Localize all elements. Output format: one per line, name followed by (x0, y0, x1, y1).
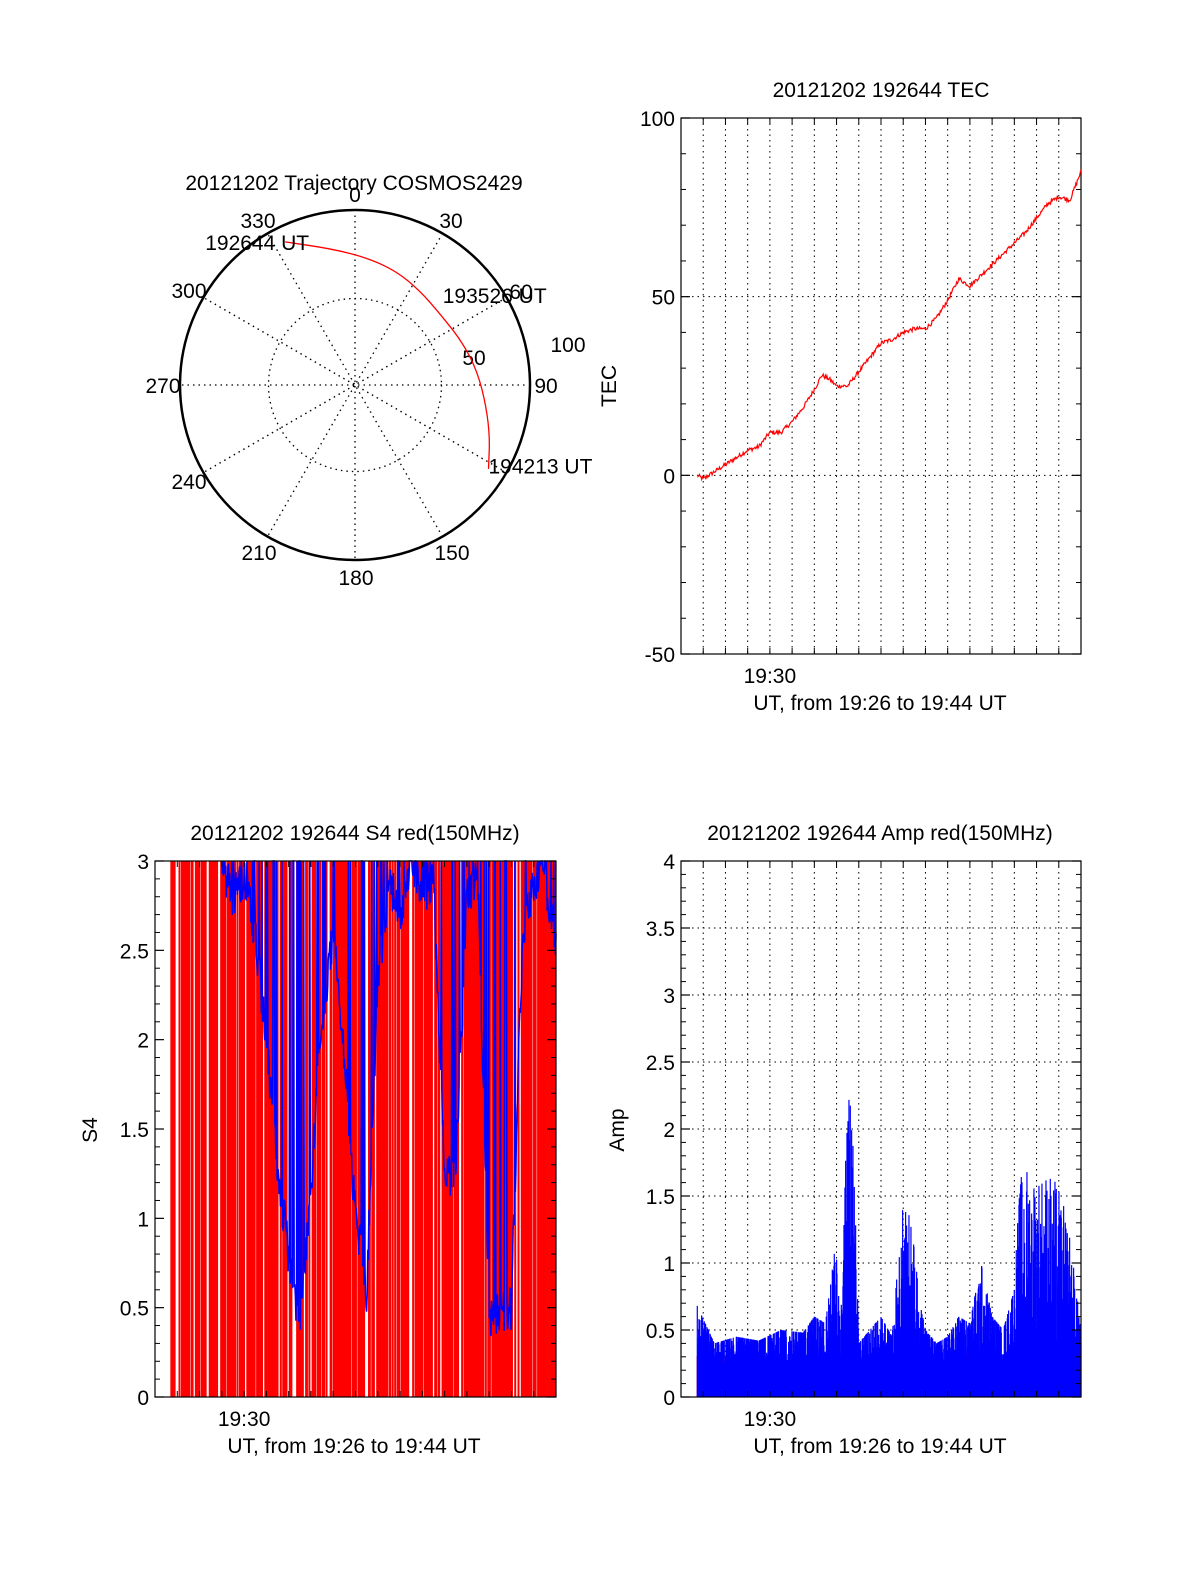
y-tick-label: 0 (663, 465, 675, 488)
y-tick-label: 1.5 (646, 1186, 675, 1209)
y-tick-label: 1 (137, 1208, 149, 1231)
amp-xlabel: UT, from 19:26 to 19:44 UT (753, 1435, 1006, 1458)
polar-azimuth-label: 0 (349, 184, 361, 207)
polar-time-annotation: 193526 UT (443, 285, 547, 308)
y-tick-label: 0 (663, 1387, 675, 1410)
s4-xlabel: UT, from 19:26 to 19:44 UT (227, 1435, 480, 1458)
y-tick-label: 1.5 (120, 1119, 149, 1142)
s4-plot: 20121202 192644 S4 red(150MHz) 0 0.5 1 1.5 2… (79, 822, 557, 1458)
y-tick-label: -50 (645, 644, 675, 667)
polar-azimuth-label: 90 (534, 375, 557, 398)
y-tick-label: 50 (652, 287, 675, 310)
polar-outer-circle (178, 208, 532, 562)
tec-series-line (696, 169, 1082, 482)
tec-grid (681, 117, 1081, 655)
polar-series: 192644 UT 193526 UT 194213 UT (205, 232, 592, 478)
y-tick-label: 4 (663, 851, 675, 874)
polar-azimuth-label: 300 (171, 280, 206, 303)
tec-ticks: -50 0 50 100 19:30 (640, 108, 1081, 688)
y-tick-label: 0.5 (120, 1298, 149, 1321)
polar-spoke (204, 297, 506, 473)
polar-time-annotation: 194213 UT (489, 455, 593, 478)
polar-plot: 20121202 Trajectory COSMOS2429 0 30 60 90 15… (145, 172, 592, 590)
polar-azimuth-label: 60 (509, 281, 532, 304)
y-tick-label: 3 (663, 985, 675, 1008)
polar-spoke (204, 297, 506, 473)
y-tick-label: 0.5 (646, 1320, 675, 1343)
s4-ticks: 0 0.5 1 1.5 2 2.5 3 19:30 (120, 851, 556, 1431)
tec-series (696, 169, 1082, 482)
x-tick-label: 19:30 (218, 1408, 271, 1431)
s4-series (170, 860, 557, 1397)
tec-plot: 20121202 192644 TEC -50 0 50 100 19:30 UT, f… (598, 79, 1082, 715)
amp-plot: 20121202 192644 Amp red(150MHz) 0 0.5 1 1.5… (606, 822, 1082, 1458)
x-tick-label: 19:30 (744, 1408, 797, 1431)
y-tick-label: 3 (137, 851, 149, 874)
polar-azimuth-label: 270 (145, 375, 180, 398)
amp-title: 20121202 192644 Amp red(150MHz) (707, 822, 1053, 845)
s4-title: 20121202 192644 S4 red(150MHz) (190, 822, 519, 845)
amp-ylabel: Amp (606, 1108, 629, 1151)
tec-plot-frame (680, 117, 1082, 655)
y-tick-label: 2.5 (120, 940, 149, 963)
y-tick-label: 100 (640, 108, 675, 131)
tec-xlabel: UT, from 19:26 to 19:44 UT (753, 692, 1006, 715)
polar-radial-label: 100 (550, 334, 585, 357)
polar-title: 20121202 Trajectory COSMOS2429 (185, 172, 522, 195)
polar-azimuth-label: 330 (240, 210, 275, 233)
s4-ylabel: S4 (79, 1117, 102, 1143)
tec-ylabel: TEC (598, 365, 621, 407)
polar-azimuth-label: 210 (241, 542, 276, 565)
tec-title: 20121202 192644 TEC (773, 79, 990, 102)
polar-spoke (267, 234, 443, 536)
polar-azimuth-label: 30 (439, 210, 462, 233)
polar-inner-circle (267, 297, 443, 473)
y-tick-label: 1 (663, 1253, 675, 1276)
polar-azimuth-label: 150 (434, 542, 469, 565)
y-tick-label: 3.5 (646, 918, 675, 941)
polar-grid (178, 208, 532, 562)
y-tick-label: 2 (663, 1119, 675, 1142)
polar-trajectory-line (285, 241, 490, 470)
amp-series (696, 1099, 1082, 1397)
x-tick-label: 19:30 (744, 665, 797, 688)
polar-spoke (267, 234, 443, 536)
polar-azimuth-label: 180 (338, 567, 373, 590)
polar-azimuth-label: 240 (171, 471, 206, 494)
y-tick-label: 2.5 (646, 1052, 675, 1075)
y-tick-label: 2 (137, 1030, 149, 1053)
y-tick-label: 0 (137, 1387, 149, 1410)
polar-time-annotation: 192644 UT (205, 232, 309, 255)
amp-ticks: 0 0.5 1 1.5 2 2.5 3 3.5 4 19:30 (646, 851, 1081, 1431)
